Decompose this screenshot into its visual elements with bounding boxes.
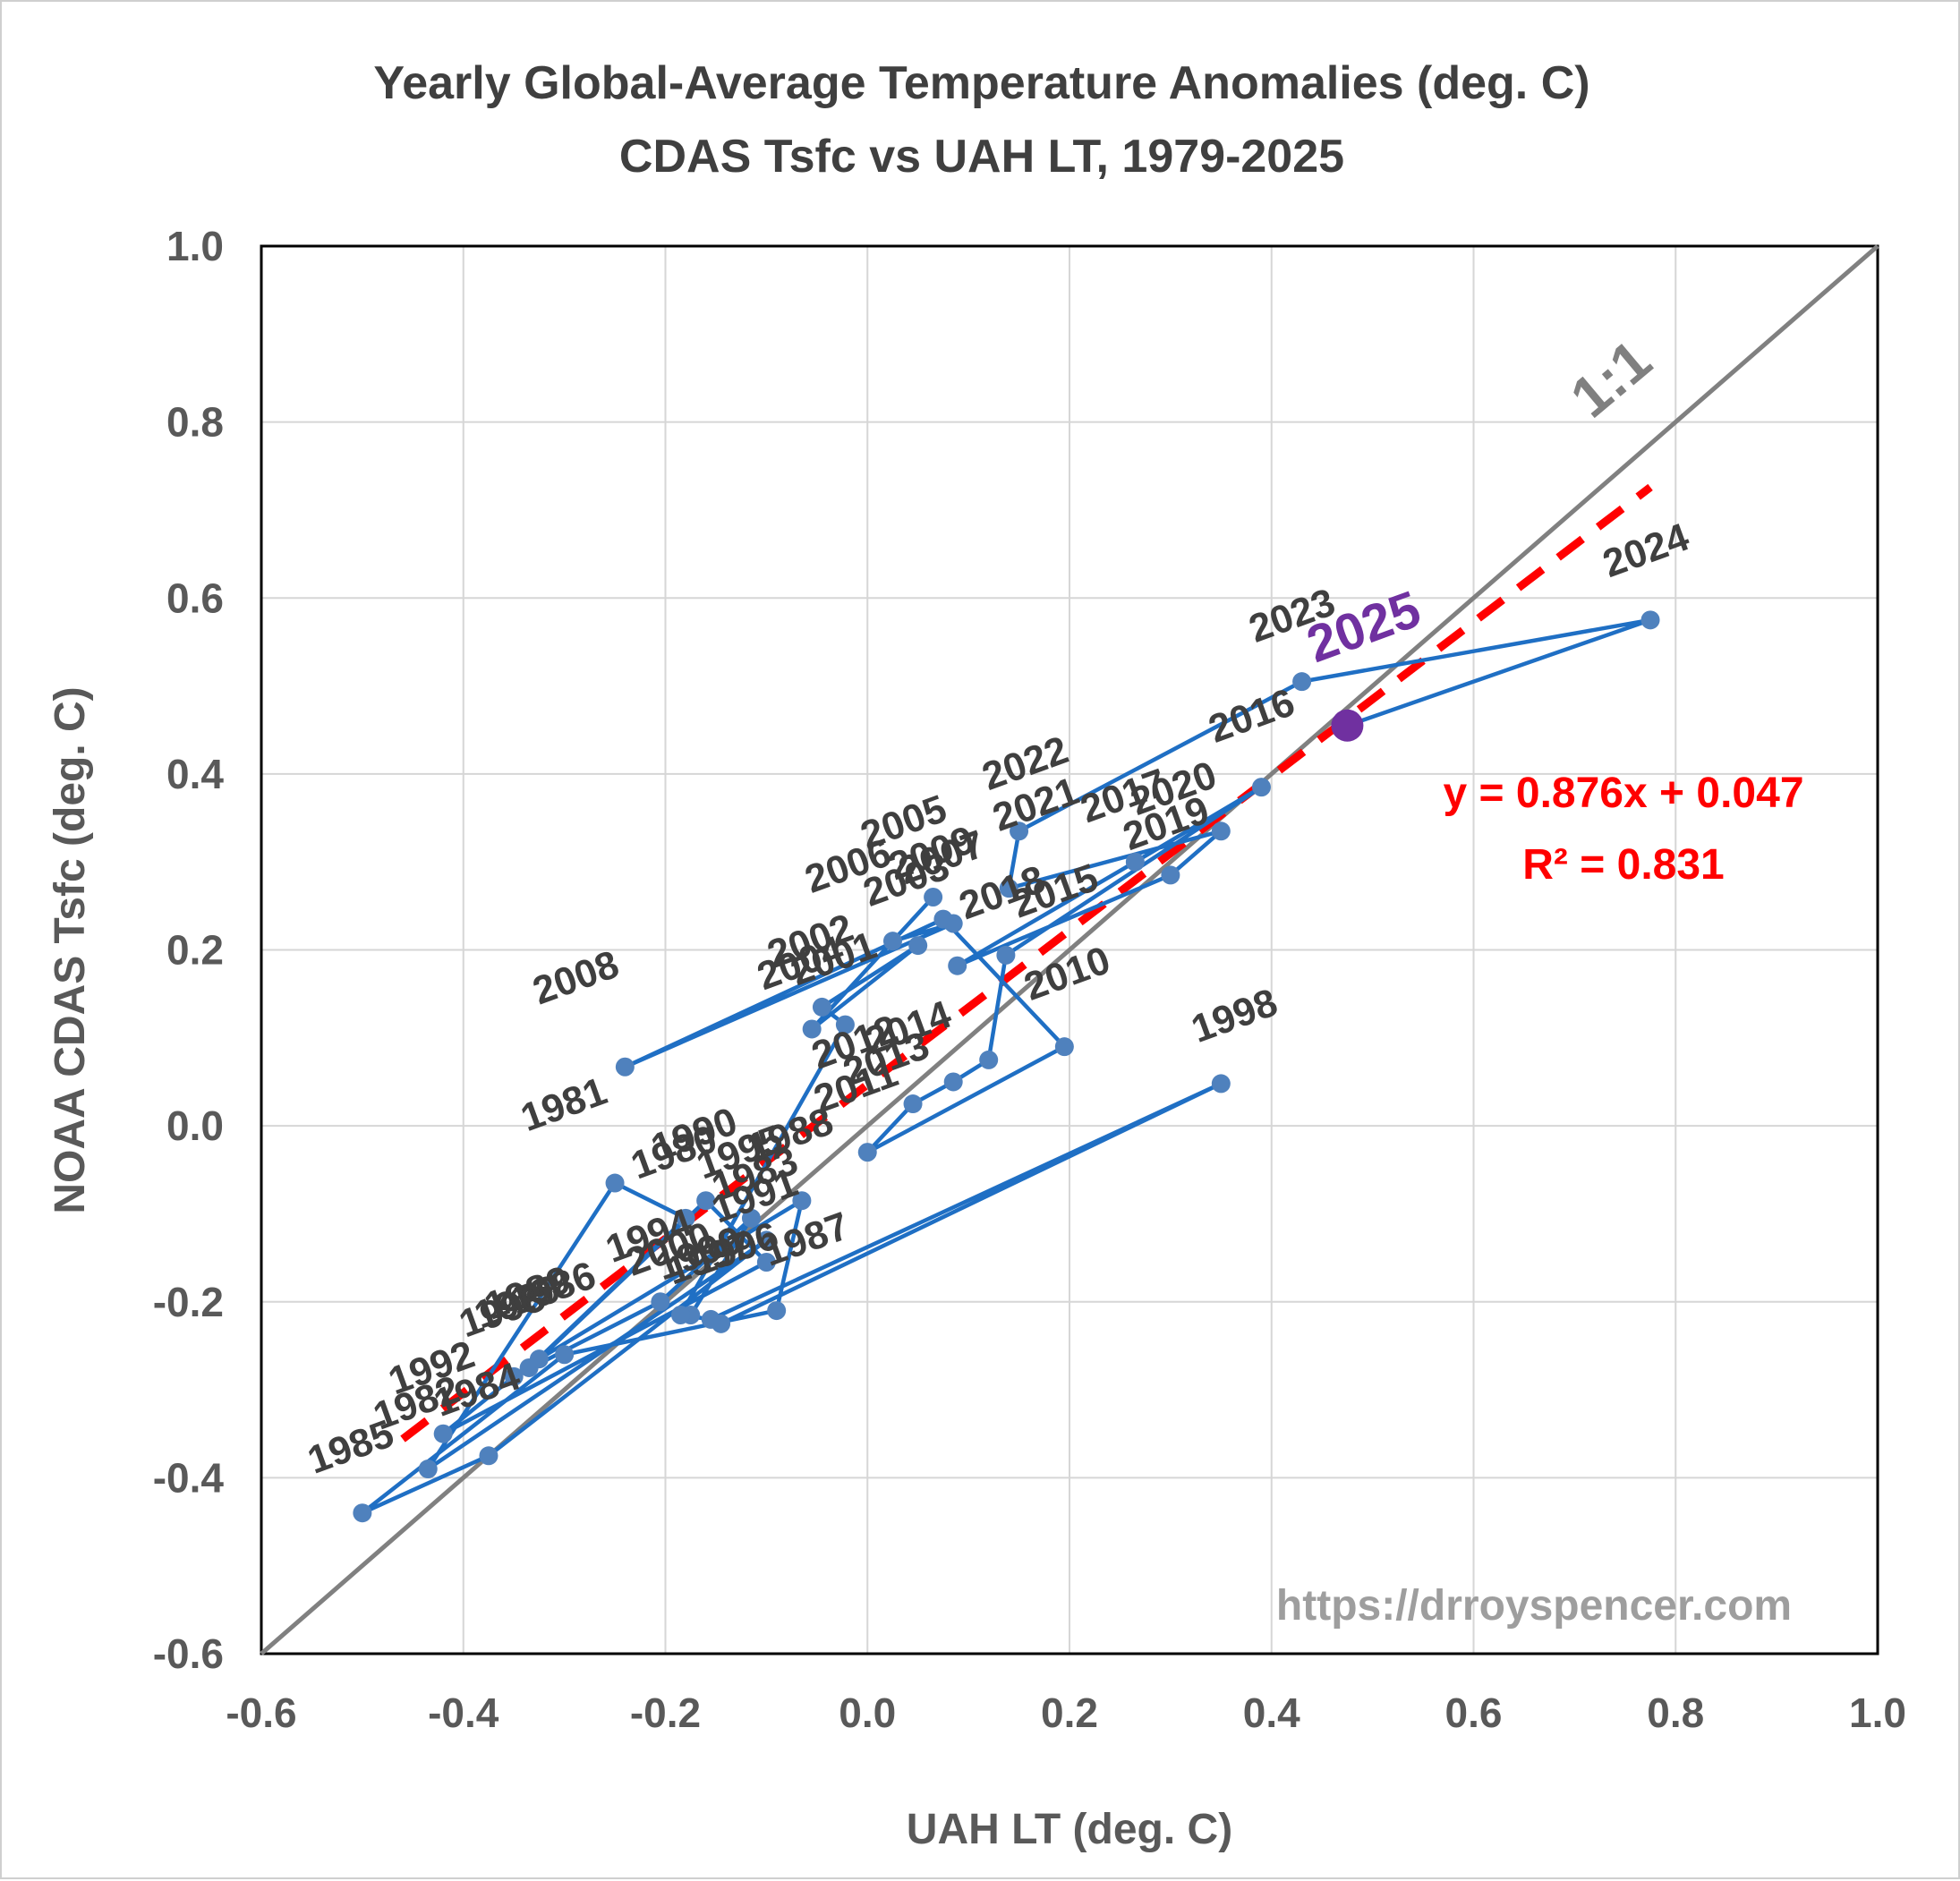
chart-title-line1: Yearly Global-Average Temperature Anomal… — [373, 57, 1589, 109]
point-2006 — [882, 932, 902, 951]
point-2020 — [1211, 821, 1231, 841]
x-tick-1.0: 1.0 — [1849, 1689, 1906, 1736]
point-1986 — [555, 1345, 575, 1365]
x-tick-0.0: 0.0 — [839, 1689, 896, 1736]
y-tick-0.8: 0.8 — [166, 399, 224, 446]
point-2021 — [999, 879, 1018, 898]
point-label-2016: 2016 — [1203, 680, 1300, 752]
y-tick-0.2: 0.2 — [166, 927, 224, 974]
point-1981 — [605, 1173, 625, 1193]
plot-border — [260, 244, 1879, 1655]
watermark-url: https://drroyspencer.com — [1276, 1582, 1792, 1630]
point-1995 — [741, 1208, 761, 1228]
axis-tick-labels: -0.6 -0.4 -0.2 0.0 0.2 0.4 0.6 0.8 1.0 -0.6 -0.4 -0… — [153, 223, 1906, 1736]
y-tick--0.4: -0.4 — [153, 1454, 225, 1501]
y-tick-1.0: 1.0 — [166, 223, 224, 269]
point-2011 — [857, 1143, 877, 1162]
point-1989 — [529, 1349, 549, 1369]
point-label-1981: 1981 — [516, 1069, 613, 1141]
y-tick--0.6: -0.6 — [153, 1630, 224, 1677]
data-series — [353, 610, 1660, 1523]
point-1999 — [701, 1309, 720, 1329]
point-2016 — [1251, 778, 1271, 797]
point-2010 — [1054, 1037, 1074, 1057]
y-tick-0.0: 0.0 — [166, 1102, 224, 1149]
point-label-1985: 1985 — [303, 1411, 400, 1483]
y-tick-0.4: 0.4 — [166, 751, 224, 797]
point-2012 — [903, 1094, 923, 1114]
point-1980 — [676, 1208, 695, 1228]
point-2017 — [1125, 852, 1145, 872]
point-1998 — [1211, 1074, 1231, 1094]
point-2015 — [996, 945, 1016, 965]
point-2025 — [1331, 709, 1364, 742]
chart-title-line2: CDAS Tsfc vs UAH LT, 1979-2025 — [619, 131, 1344, 183]
point-2004 — [802, 1019, 822, 1039]
trend-r-squared: R² = 0.831 — [1522, 841, 1724, 889]
point-1988 — [792, 1191, 812, 1211]
point-2009 — [933, 909, 953, 929]
point-1992 — [433, 1424, 453, 1443]
trend-equation: y = 0.876x + 0.047 — [1443, 770, 1803, 817]
x-tick-0.2: 0.2 — [1041, 1689, 1098, 1736]
x-tick--0.6: -0.6 — [226, 1689, 296, 1736]
point-2014 — [979, 1050, 999, 1069]
point-label-2024: 2024 — [1598, 515, 1695, 586]
point-1991 — [756, 1253, 776, 1272]
point-2005 — [924, 888, 943, 907]
point-1983 — [756, 1230, 776, 1250]
point-1987 — [767, 1301, 787, 1321]
point-1985 — [353, 1503, 372, 1523]
y-tick-0.6: 0.6 — [166, 575, 224, 621]
point-2000 — [670, 1305, 690, 1324]
point-label-2008: 2008 — [527, 942, 625, 1014]
x-tick-0.8: 0.8 — [1647, 1689, 1704, 1736]
point-1993 — [504, 1366, 524, 1386]
x-tick--0.2: -0.2 — [630, 1689, 701, 1736]
point-2022 — [1010, 821, 1029, 841]
y-tick--0.2: -0.2 — [153, 1279, 224, 1325]
point-2001 — [835, 1015, 855, 1034]
point-2018 — [948, 956, 967, 975]
point-2013 — [943, 1072, 963, 1092]
x-tick-0.6: 0.6 — [1445, 1689, 1503, 1736]
point-1982 — [418, 1460, 438, 1479]
point-2002 — [812, 997, 831, 1017]
x-axis-title: UAH LT (deg. C) — [907, 1806, 1232, 1853]
one-to-one-line-label: 1:1 — [1558, 328, 1663, 430]
point-2024 — [1640, 610, 1660, 630]
point-2023 — [1292, 672, 1312, 692]
point-2003 — [908, 936, 928, 956]
point-label-2010: 2010 — [1018, 938, 1116, 1009]
point-2008 — [615, 1057, 635, 1077]
point-label-1998: 1998 — [1186, 981, 1283, 1052]
point-1994 — [651, 1292, 670, 1312]
point-1984 — [479, 1446, 499, 1466]
one-to-one-line — [260, 244, 1879, 1655]
reference-lines — [260, 244, 1879, 1655]
point-2019 — [1161, 865, 1180, 885]
trend-line — [400, 483, 1653, 1443]
point-1990 — [696, 1191, 716, 1211]
y-axis-title: NOAA CDAS Tsfc (deg. C) — [47, 686, 94, 1213]
x-tick--0.4: -0.4 — [428, 1689, 499, 1736]
x-tick-0.4: 0.4 — [1243, 1689, 1300, 1736]
